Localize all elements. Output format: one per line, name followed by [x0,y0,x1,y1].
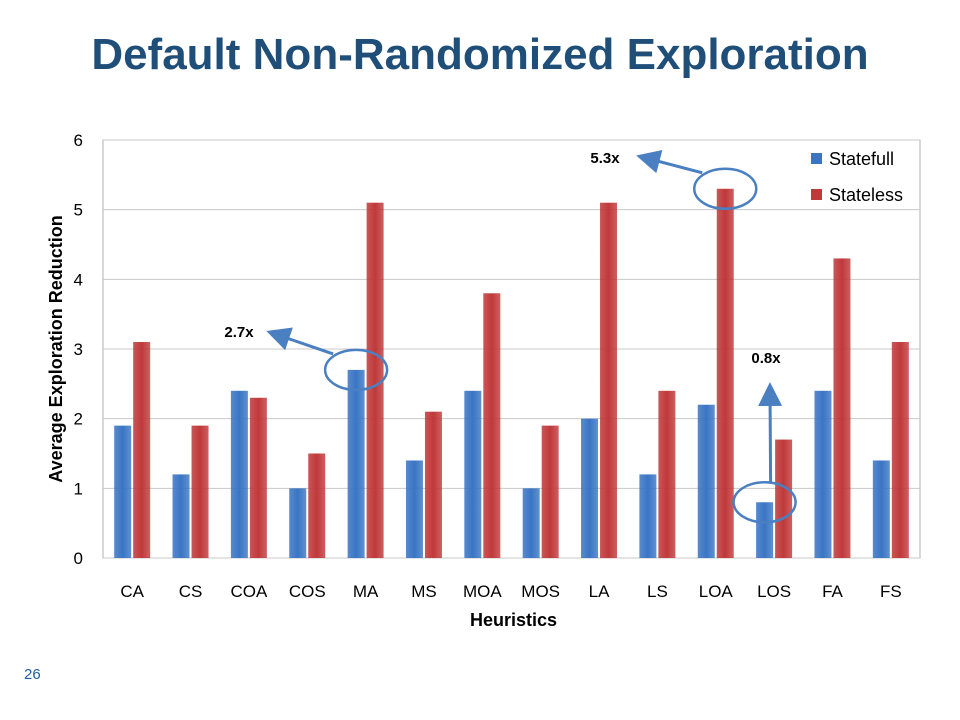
bar-statefull-coa [230,390,248,558]
x-tick-label: LA [589,582,610,601]
bar-stateless-mos [541,425,559,558]
bar-statefull-los [756,502,774,558]
bar-statefull-la [581,418,599,558]
annotation-arrow-2-7x [266,327,334,356]
bar-stateless-moa [483,293,501,558]
bar-stateless-ms [424,411,442,558]
bar-stateless-fs [891,342,909,558]
legend-swatch-statefull [811,153,822,164]
bar-stateless-la [600,202,618,558]
annotation-arrow-5-3x [636,149,703,175]
bar-statefull-fs [872,460,890,558]
y-tick-label: 5 [74,201,83,220]
annotation-label-5-3x: 5.3x [590,150,620,167]
x-tick-label: FA [822,582,843,601]
bar-statefull-fa [814,390,832,558]
page-number: 26 [24,666,41,683]
annotation-arrow-0-8x [758,382,783,483]
y-tick-label: 4 [74,270,83,289]
annotation-circle-0-8x [732,481,797,524]
x-axis-title: Heuristics [470,610,557,630]
bar-statefull-ca [114,425,132,558]
bar-stateless-ma [366,202,384,558]
bar-statefull-moa [464,390,482,558]
x-tick-label: CA [120,582,144,601]
bar-stateless-ls [658,390,676,558]
annotation-label-2-7x: 2.7x [224,324,254,341]
annotation-circle-2-7x [323,348,389,392]
x-tick-label: COA [230,582,268,601]
annotation-label-0-8x: 0.8x [751,350,781,367]
x-tick-label: LOS [757,582,791,601]
x-tick-label: CS [179,582,203,601]
y-tick-label: 1 [74,479,83,498]
legend-swatch-stateless [811,189,822,200]
bar-statefull-ma [347,369,365,558]
y-tick-label: 6 [74,131,83,150]
bar-statefull-loa [697,404,715,558]
legend-label-stateless: Stateless [829,185,903,205]
x-tick-label: LOA [699,582,734,601]
bar-statefull-cos [289,488,307,558]
y-tick-label: 0 [74,549,83,568]
x-tick-label: MOA [463,582,502,601]
bar-stateless-coa [249,397,267,558]
x-tick-label: MS [411,582,437,601]
y-tick-label: 2 [74,410,83,429]
x-tick-label: MA [353,582,379,601]
bar-stateless-cs [191,425,209,558]
bar-statefull-mos [522,488,540,558]
x-tick-label: LS [647,582,668,601]
slide-title: Default Non-Randomized Exploration [91,30,869,79]
bar-stateless-ca [133,342,151,558]
bar-statefull-ls [639,474,657,558]
bar-statefull-ms [405,460,423,558]
bar-statefull-cs [172,474,190,558]
x-tick-label: MOS [521,582,560,601]
bar-stateless-cos [308,453,326,558]
x-tick-label: COS [289,582,326,601]
legend-label-statefull: Statefull [829,149,894,169]
y-tick-label: 3 [74,340,83,359]
x-tick-label: FS [880,582,902,601]
bar-stateless-los [775,439,793,558]
bar-stateless-fa [833,258,851,558]
y-axis-title: Average Exploration Reduction [46,215,66,482]
bar-stateless-loa [716,188,734,558]
annotation-circle-5-3x [693,167,758,211]
